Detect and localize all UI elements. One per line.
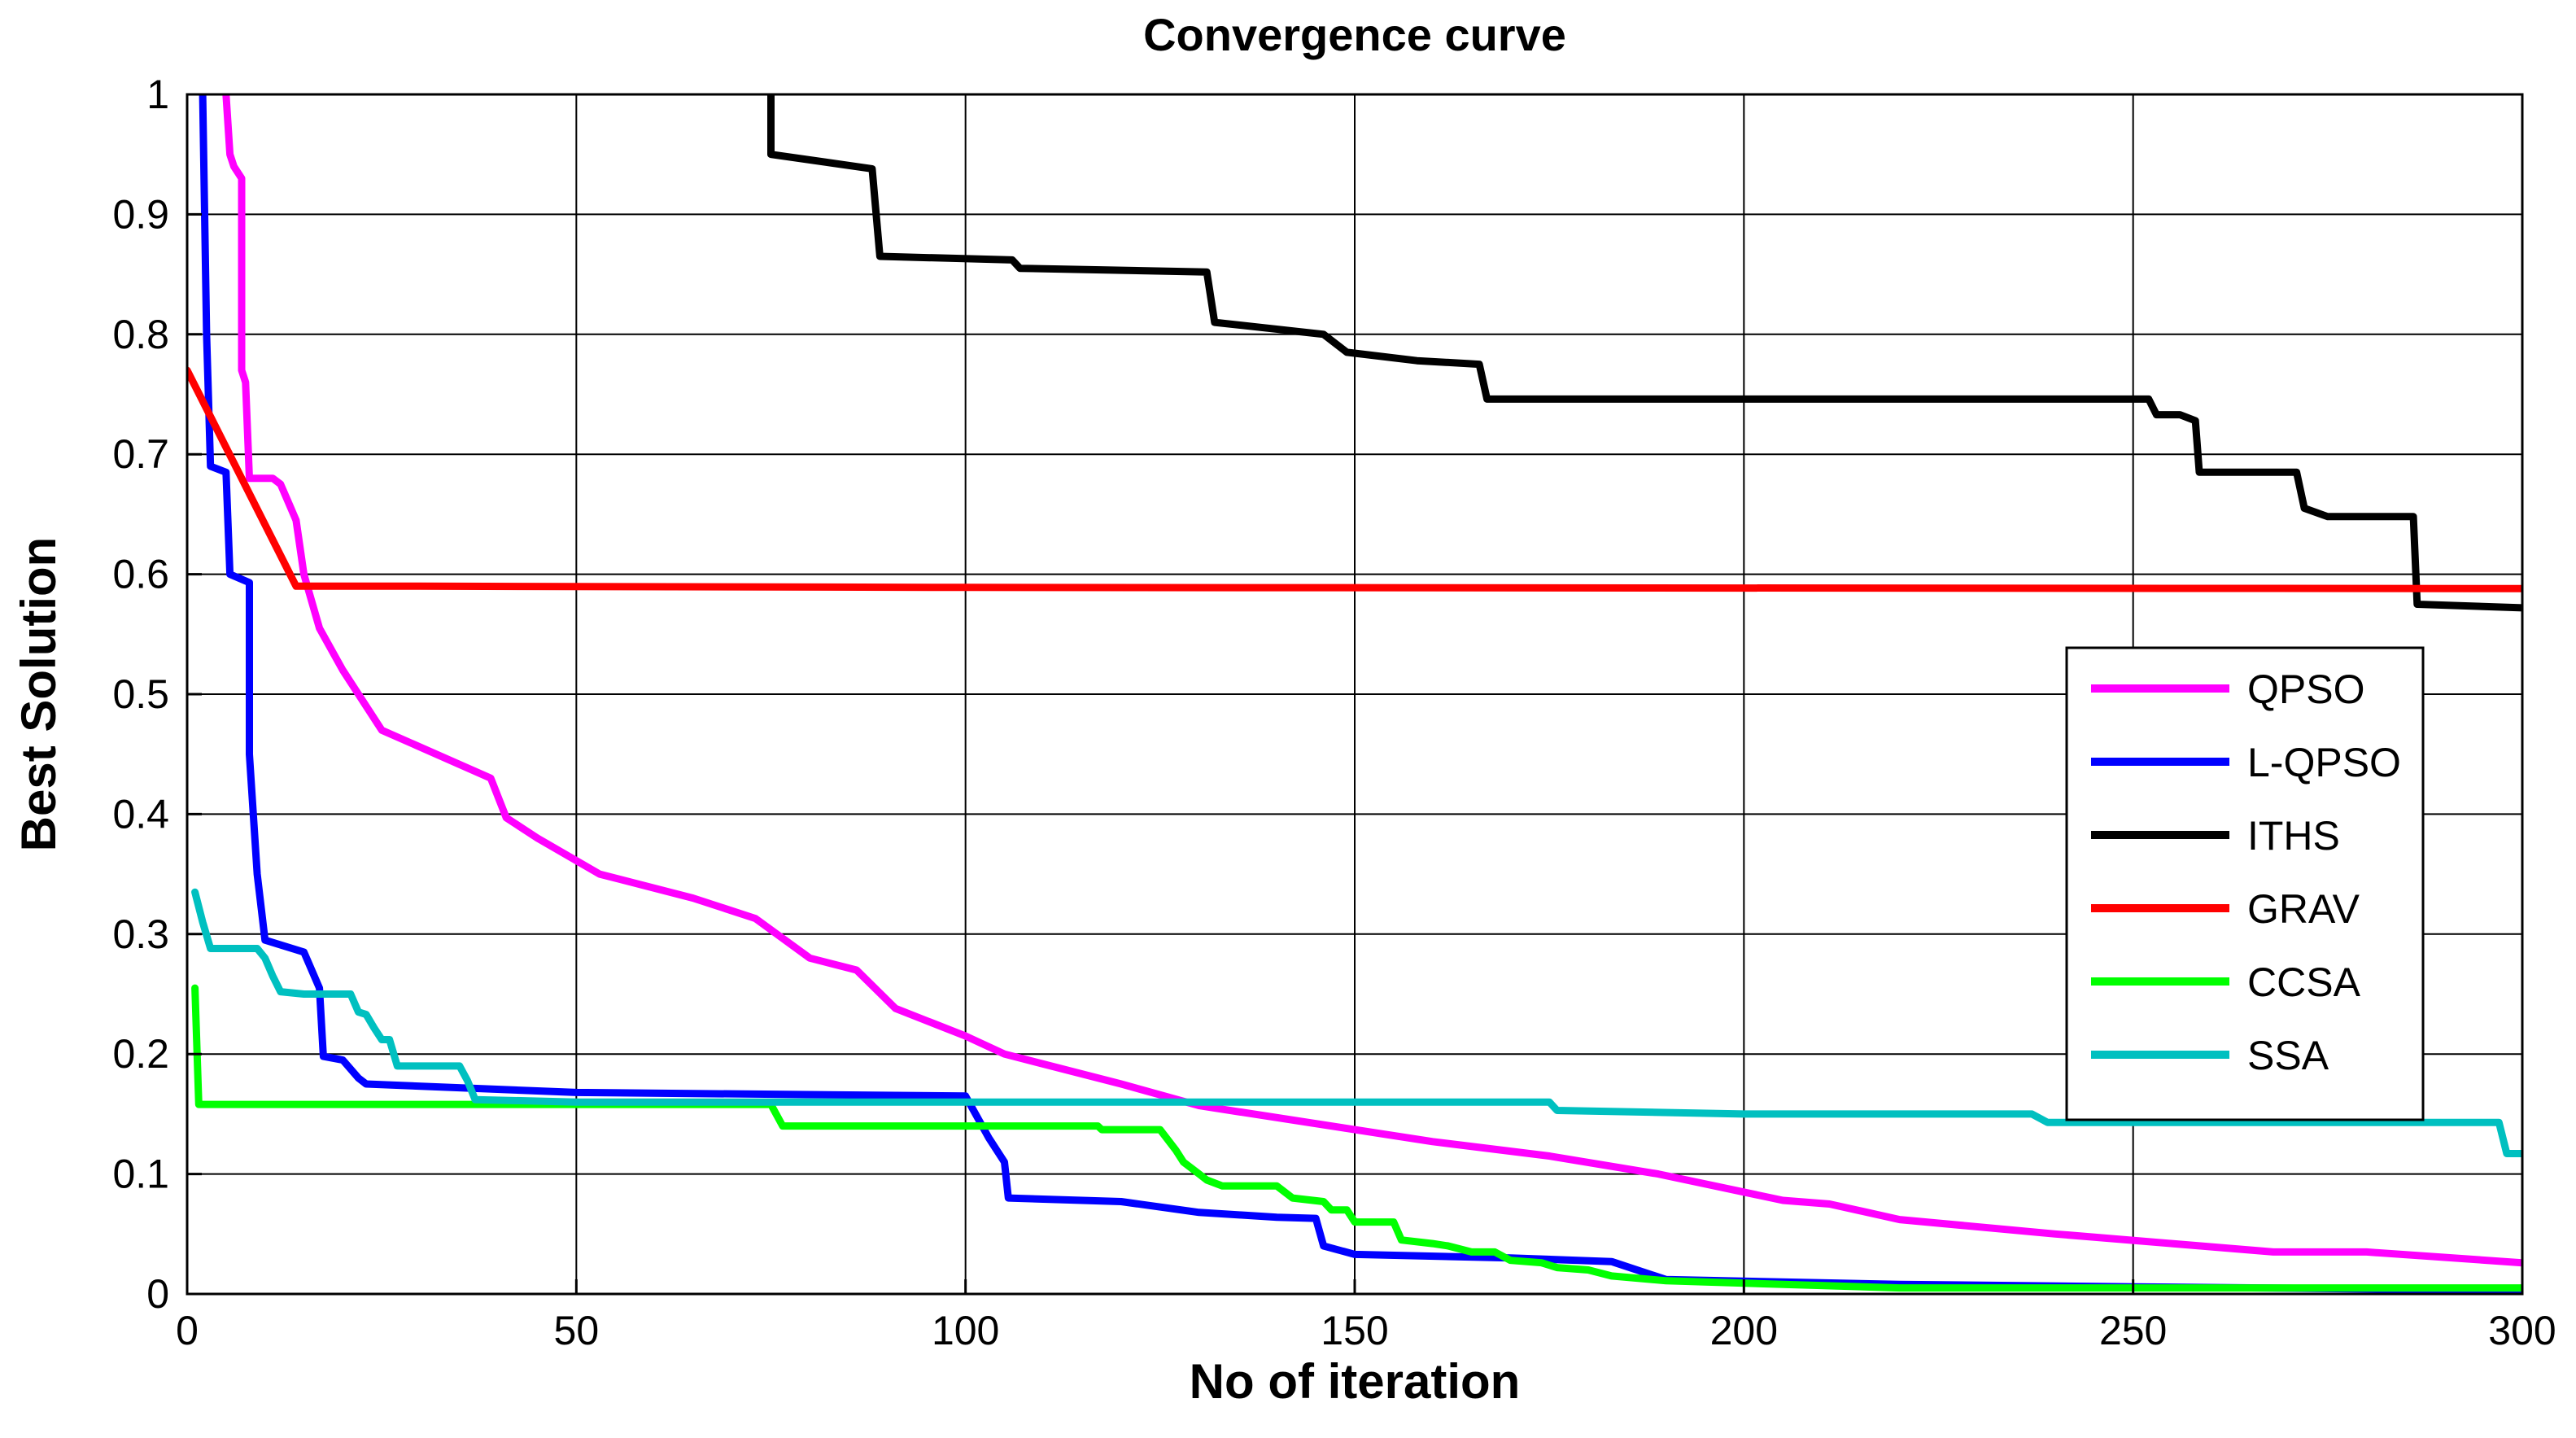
y-tick-label: 0.9 [112,191,169,237]
x-tick-label: 100 [932,1308,999,1353]
x-tick-label: 200 [1710,1308,1778,1353]
y-tick-label: 0.1 [112,1152,169,1197]
x-tick-label: 250 [2099,1308,2167,1353]
x-axis-label: No of iteration [1190,1354,1521,1409]
y-axis-label: Best Solution [11,537,66,852]
y-tick-label: 0 [146,1271,169,1317]
y-tick-label: 0.8 [112,312,169,357]
axis-ticks: 0 50 100 150 200 250 300 0 0.1 0.2 0.3 0.4 0.5 0.6 0.7… [112,72,2556,1353]
series-line-l-qpso [199,94,2522,1294]
series-line-ssa [191,888,2522,1157]
series-layer [187,94,2522,1294]
y-tick-label: 0.3 [112,911,169,957]
chart-title: Convergence curve [1143,9,1566,60]
y-tick-label: 0.6 [112,552,169,597]
y-tick-label: 0.5 [112,671,169,717]
x-tick-label: 50 [554,1308,600,1353]
legend-label-grav: GRAV [2247,886,2360,932]
legend-label-qpso: QPSO [2247,667,2364,712]
legend-box [2065,646,2425,1121]
series-line-iths [767,94,2522,612]
x-tick-label: 0 [176,1308,199,1353]
legend-label-iths: ITHS [2247,813,2340,859]
y-tick-label: 0.2 [112,1031,169,1077]
x-tick-label: 300 [2488,1308,2556,1353]
series-line-ccsa [191,984,2522,1292]
x-tick-label: 150 [1321,1308,1388,1353]
series-line-qpso [222,94,2522,1267]
y-tick-label: 0.4 [112,791,169,837]
legend-label-ccsa: CCSA [2247,959,2361,1005]
legend: QPSO L-QPSO ITHS GRAV CCSA SSA [2065,646,2425,1121]
legend-label-ssa: SSA [2247,1033,2329,1078]
series-line-grav [187,366,2522,592]
y-tick-label: 0.7 [112,431,169,477]
y-tick-label: 1 [146,72,169,117]
legend-label-l-qpso: L-QPSO [2247,740,2401,785]
